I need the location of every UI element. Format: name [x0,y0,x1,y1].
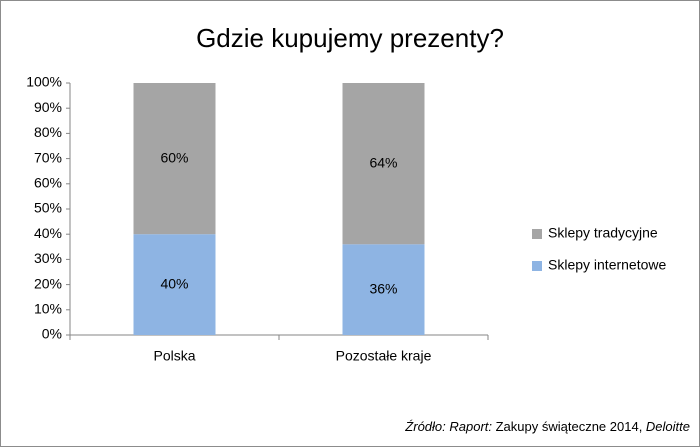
bar-segment [133,234,216,335]
legend-label: Sklepy internetowe [548,257,667,273]
data-label: 60% [160,149,188,165]
legend-label: Sklepy tradycyjne [548,225,658,241]
y-tick-label: 80% [34,124,62,140]
data-label: 64% [369,154,397,170]
y-tick-label: 50% [34,200,62,216]
y-tick-label: 30% [34,250,62,266]
bar-segment [133,83,216,235]
chart-title: Gdzie kupujemy prezenty? [196,23,504,53]
y-tick-label: 60% [34,175,62,191]
y-tick-label: 10% [34,301,62,317]
y-tick-label: 20% [34,275,62,291]
legend-swatch [532,261,542,271]
source-part: Zakupy świąteczne 2014, [492,419,646,434]
source-part: Źródło: Raport: [404,419,492,434]
y-tick-label: 90% [34,99,62,115]
bar-segment [342,244,425,335]
x-tick-label: Polska [153,348,195,364]
bar-segment [342,83,425,245]
data-label: 36% [369,280,397,296]
legend-swatch [532,229,542,239]
source-note: Źródło: Raport: Zakupy świąteczne 2014, … [404,419,690,434]
source-part: Deloitte [646,419,690,434]
data-label: 40% [160,275,188,291]
y-tick-label: 40% [34,225,62,241]
y-tick-label: 70% [34,149,62,165]
y-tick-label: 100% [26,74,62,90]
x-tick-label: Pozostałe kraje [336,348,432,364]
y-tick-label: 0% [42,326,62,342]
